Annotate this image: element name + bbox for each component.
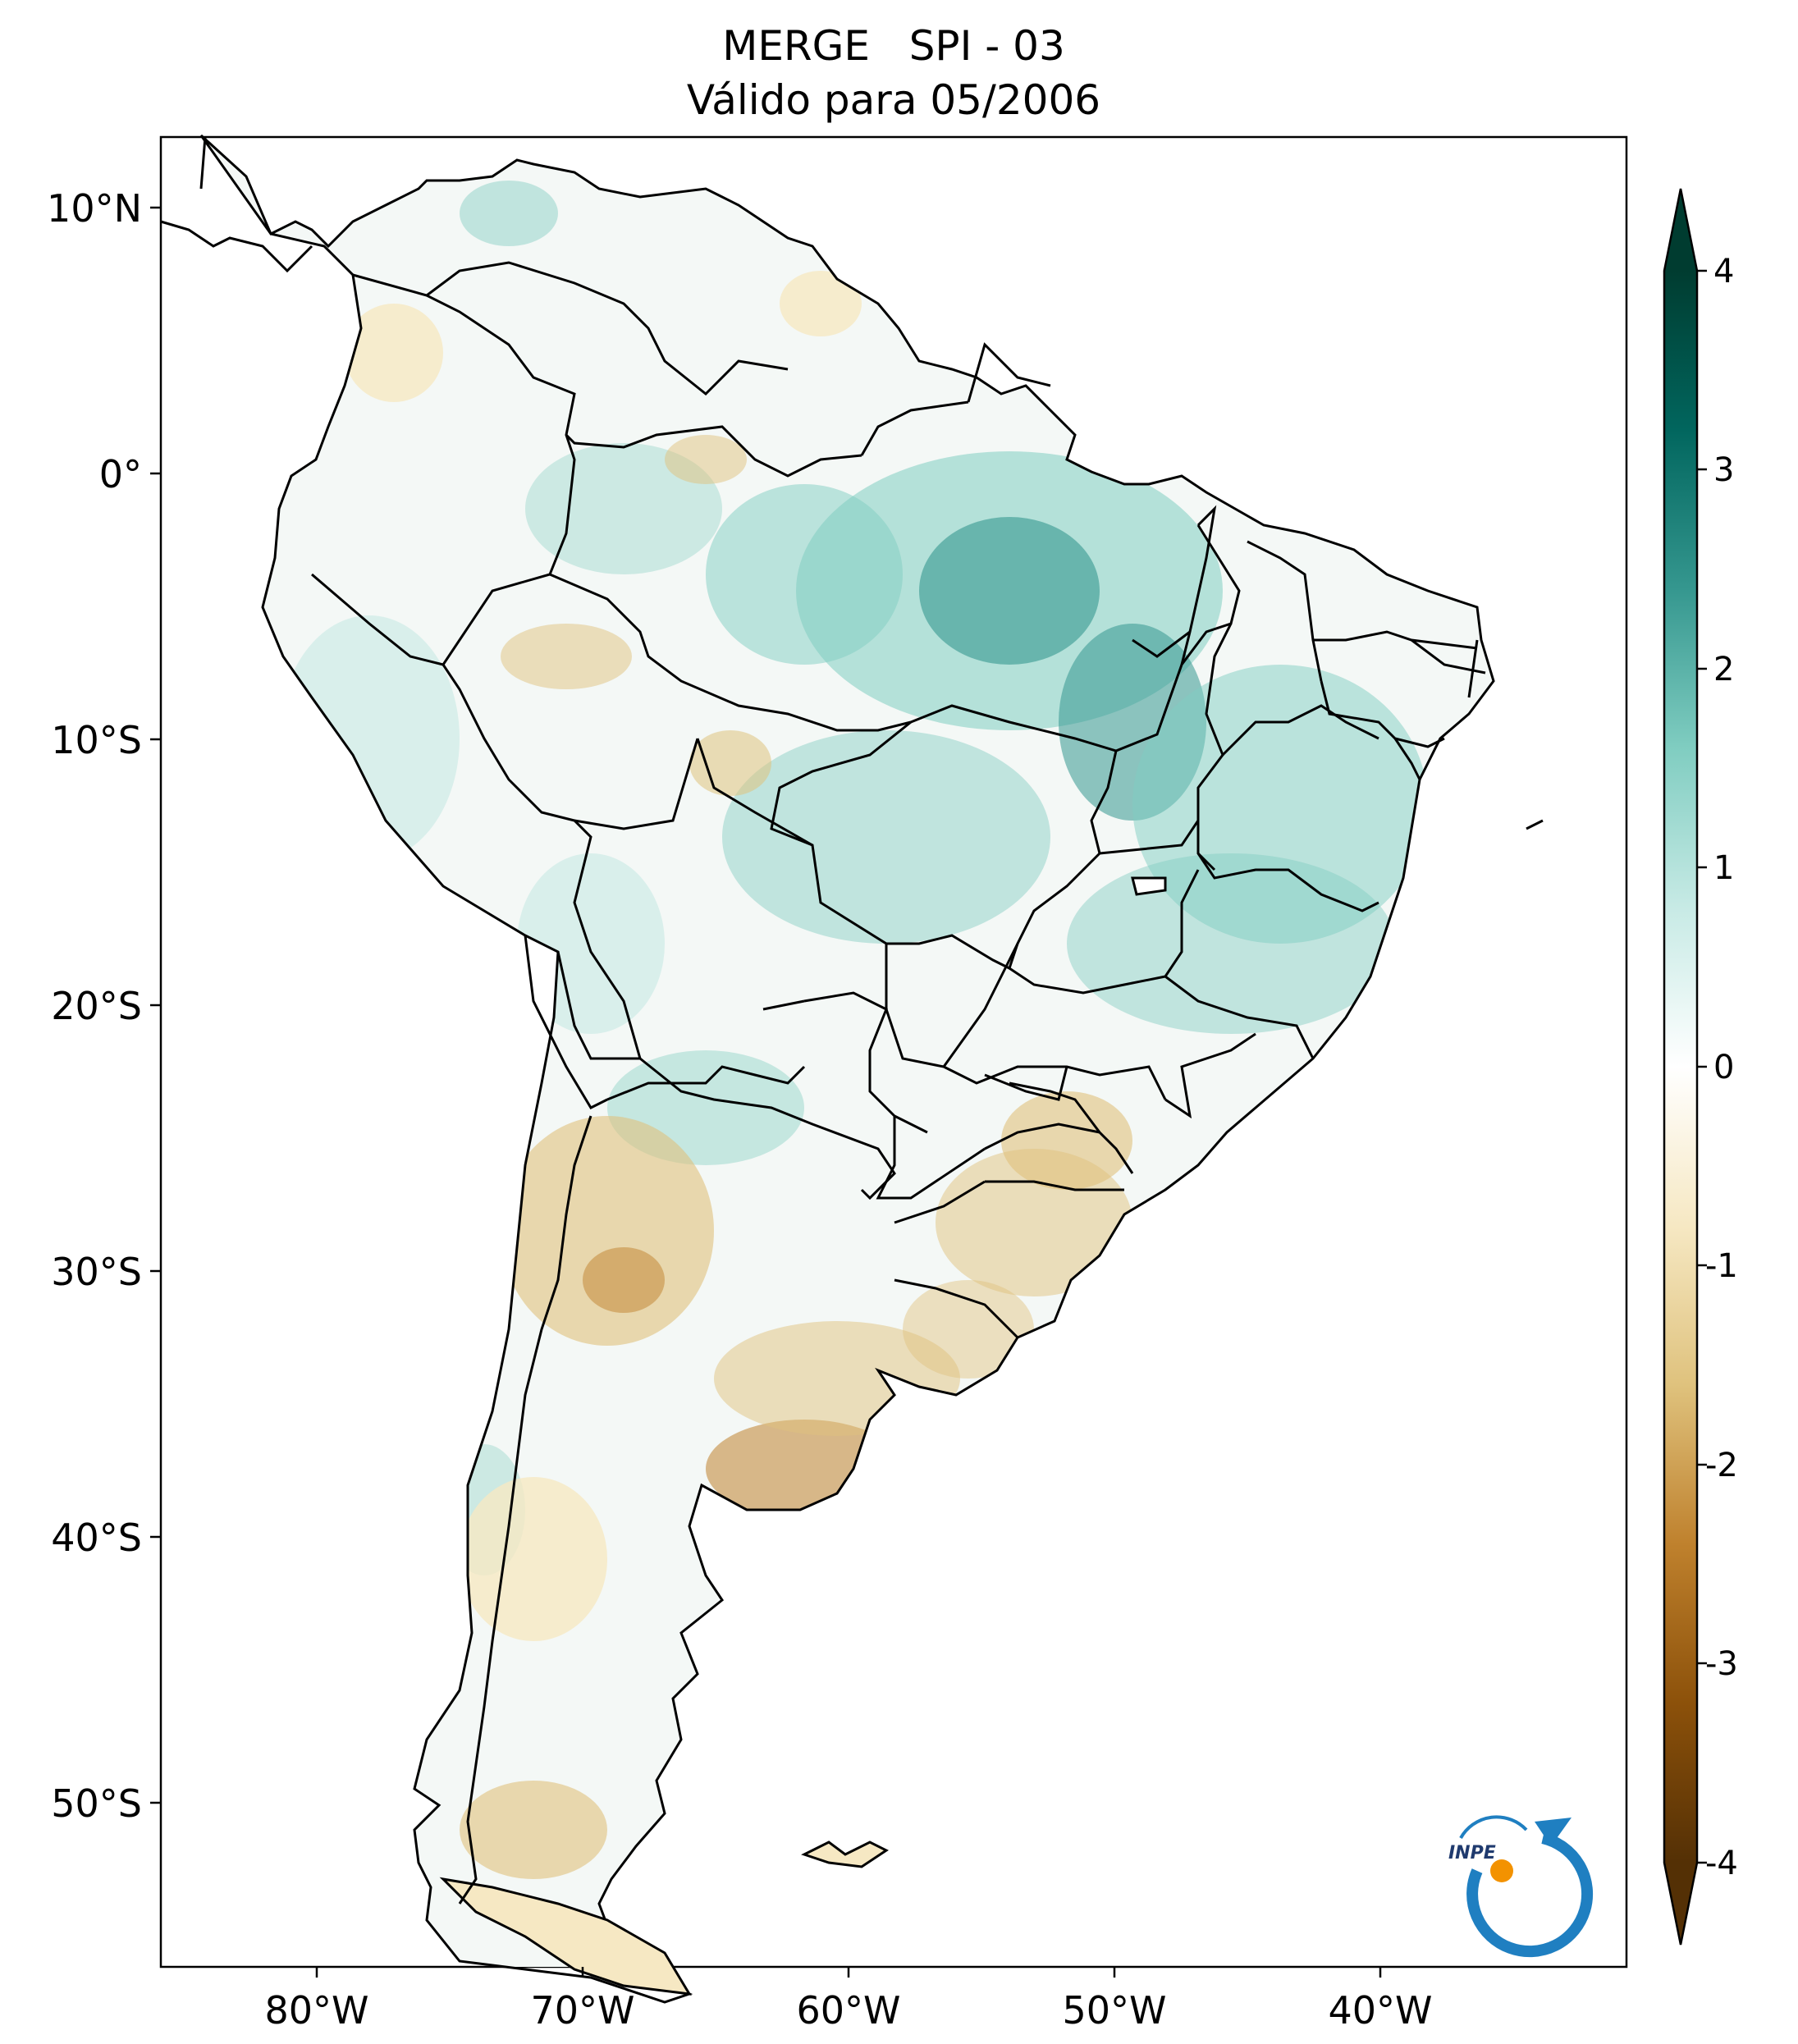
colorbar-body [1664,271,1697,1863]
colorbar-bottom-extend [1664,1863,1697,1945]
colorbar: 4 3 2 1 0 -1 -2 -3 -4 [1663,188,1738,1946]
y-tick-label: 40°S [51,1516,142,1560]
central-america-outline-2 [199,136,207,190]
x-axis-ticks [315,1967,1382,1978]
y-axis-labels: 10°N 0° 10°S 20°S 30°S 40°S 50°S [47,186,142,1826]
y-tick-label: 10°S [51,718,142,762]
central-america-outline [160,220,313,273]
logo-arrow-icon [1535,1818,1572,1846]
colorbar-tick-label: -2 [1705,1447,1738,1484]
y-tick-label: 30°S [51,1250,142,1294]
borders [311,261,1544,1905]
tierra-del-fuego [439,1877,692,1996]
x-tick-label: 70°W [530,1988,634,2033]
colorbar-tick-label: 0 [1713,1049,1734,1086]
colorbar-tick-label: 1 [1713,849,1734,887]
colorbar-tick-label: -3 [1705,1645,1738,1683]
colorbar-tick-label: 2 [1713,651,1734,688]
colorbar-tick-label: -1 [1705,1247,1738,1285]
map-title: MERGE SPI - 03 [722,22,1065,70]
y-axis-ticks [150,206,161,1804]
logo-arc-icon [1466,1832,1594,1958]
inpe-logo: INPE [1448,1815,1594,1958]
x-tick-label: 50°W [1062,1988,1166,2033]
falkland-islands [801,1841,889,1868]
colorbar-tick-label: -4 [1705,1845,1738,1882]
continent-outline [199,134,1495,2004]
colorbar-tick-label: 4 [1713,253,1734,290]
colorbar-top-extend [1664,189,1697,271]
y-tick-label: 20°S [51,984,142,1028]
logo-dot-icon [1490,1859,1513,1882]
logo-orbit-icon [1459,1815,1528,1839]
map-subtitle: Válido para 05/2006 [686,76,1101,124]
x-tick-label: 60°W [796,1988,900,2033]
x-tick-label: 80°W [264,1988,368,2033]
y-tick-label: 50°S [51,1781,142,1826]
logo-text: INPE [1448,1843,1496,1863]
x-axis-labels: 80°W 70°W 60°W 50°W 40°W [264,1988,1432,2033]
x-tick-label: 40°W [1328,1988,1432,2033]
y-tick-label: 10°N [47,186,142,231]
y-tick-label: 0° [99,452,142,496]
lake-outline [1131,876,1167,896]
colorbar-tick-label: 3 [1713,451,1734,489]
